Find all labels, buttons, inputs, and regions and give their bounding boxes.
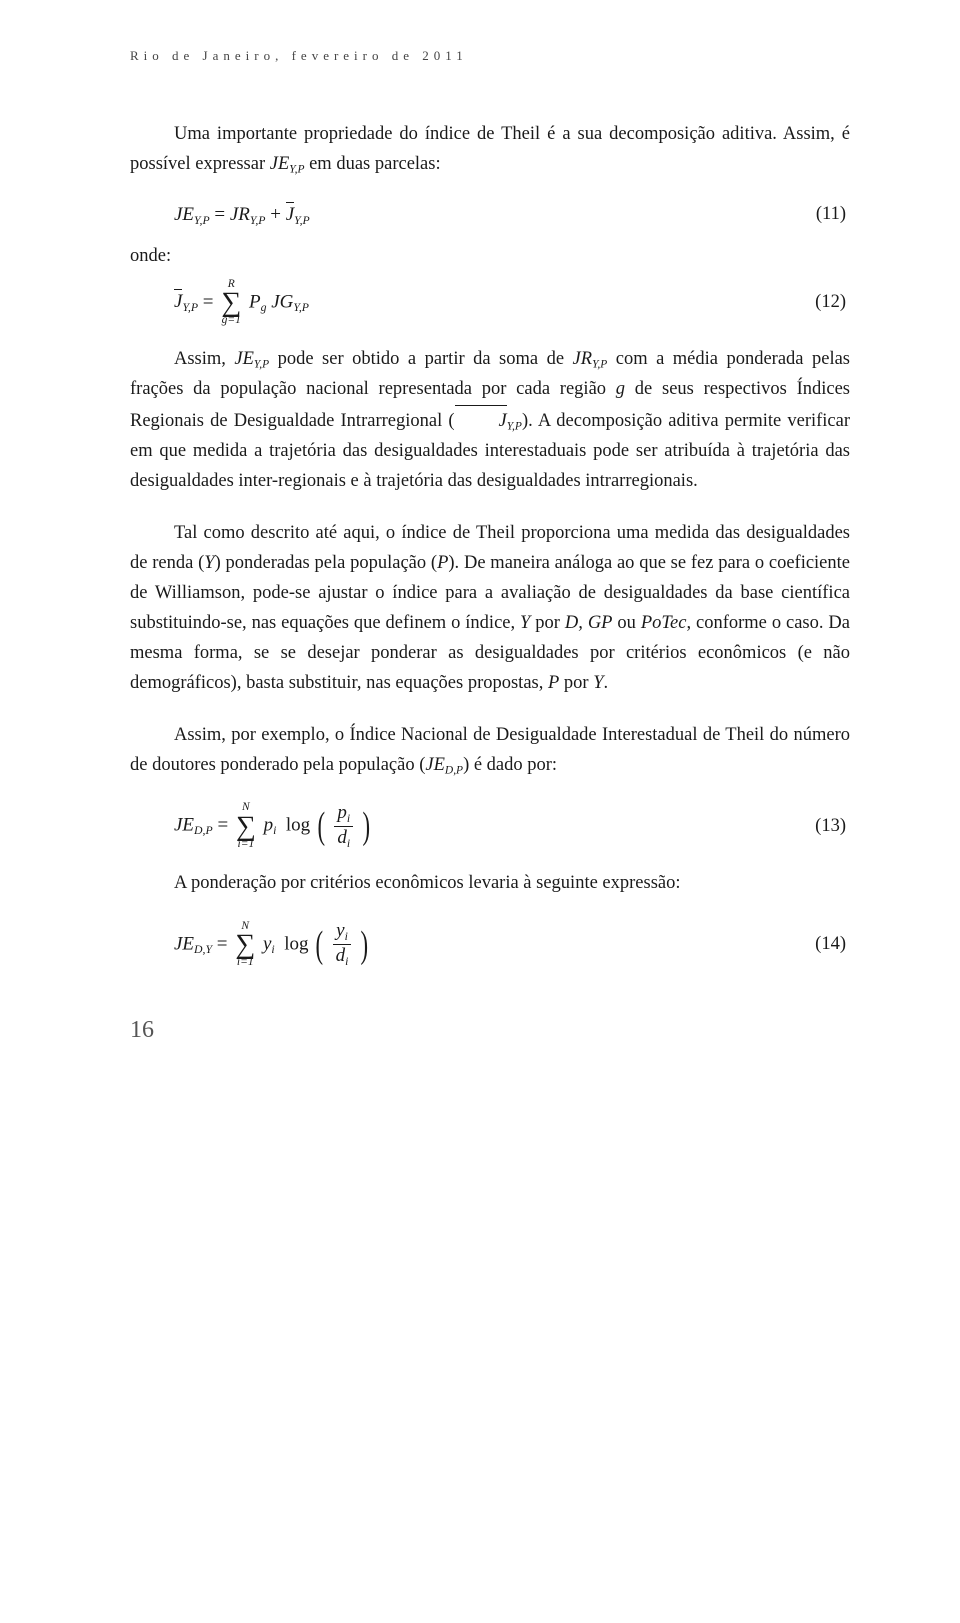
var-P: P [548,673,559,693]
text: em duas parcelas: [304,154,440,174]
var-P: P [437,553,448,573]
var-Y: Y [520,613,530,633]
equation-14: JED,Y = N ∑ i=1 yi log ( yi di ) (14) [130,921,850,969]
paragraph-1: Uma importante propriedade do índice de … [130,120,850,180]
equation-11-body: JEY,P = JRY,P + JY,P [130,202,816,228]
text: ou [612,613,640,633]
text: pode ser obtido a partir da soma de [269,349,572,369]
text: . [604,673,609,693]
equation-13-number: (13) [815,816,850,837]
equation-11-number: (11) [816,204,850,225]
var-je-dp: JED,P [425,755,463,775]
var-g: g [616,379,625,399]
equation-12-number: (12) [815,292,850,313]
text: por [559,673,593,693]
var-je-yp: JEY,P [234,349,269,369]
var-jr-yp: JRY,P [573,349,608,369]
text: ) é dado por: [463,755,557,775]
text: por [530,613,565,633]
page-header: Rio de Janeiro, fevereiro de 2011 [130,48,850,64]
equation-11: JEY,P = JRY,P + JY,P (11) [130,202,850,228]
var-D-GP: D, GP [565,613,613,633]
equation-13-body: JED,P = N ∑ i=1 pi log ( pi di ) [130,802,815,850]
equation-12-body: JY,P = R ∑ g=1 Pg JGY,P [130,279,815,327]
equation-12: JY,P = R ∑ g=1 Pg JGY,P (12) [130,279,850,327]
var-Y: Y [204,553,214,573]
var-Y: Y [593,673,603,693]
equation-14-number: (14) [815,934,850,955]
text: ) ponderadas pela população ( [215,553,438,573]
paragraph-4: Assim, por exemplo, o Índice Nacional de… [130,721,850,781]
var-je-yp: JEY,P [270,154,305,174]
text: Assim, [174,349,234,369]
page-number: 16 [130,1017,850,1044]
paragraph-5: A ponderação por critérios econômicos le… [130,869,850,899]
var-PoTec: PoTec [641,613,687,633]
text: Uma importante propriedade do índice de … [130,124,850,174]
paragraph-2: Assim, JEY,P pode ser obtido a partir da… [130,345,850,497]
var-jbar-yp: JY,P [455,411,522,431]
equation-14-body: JED,Y = N ∑ i=1 yi log ( yi di ) [130,921,815,969]
equation-13: JED,P = N ∑ i=1 pi log ( pi di ) (13) [130,802,850,850]
paragraph-3: Tal como descrito até aqui, o índice de … [130,519,850,699]
onde-label: onde: [130,246,850,267]
